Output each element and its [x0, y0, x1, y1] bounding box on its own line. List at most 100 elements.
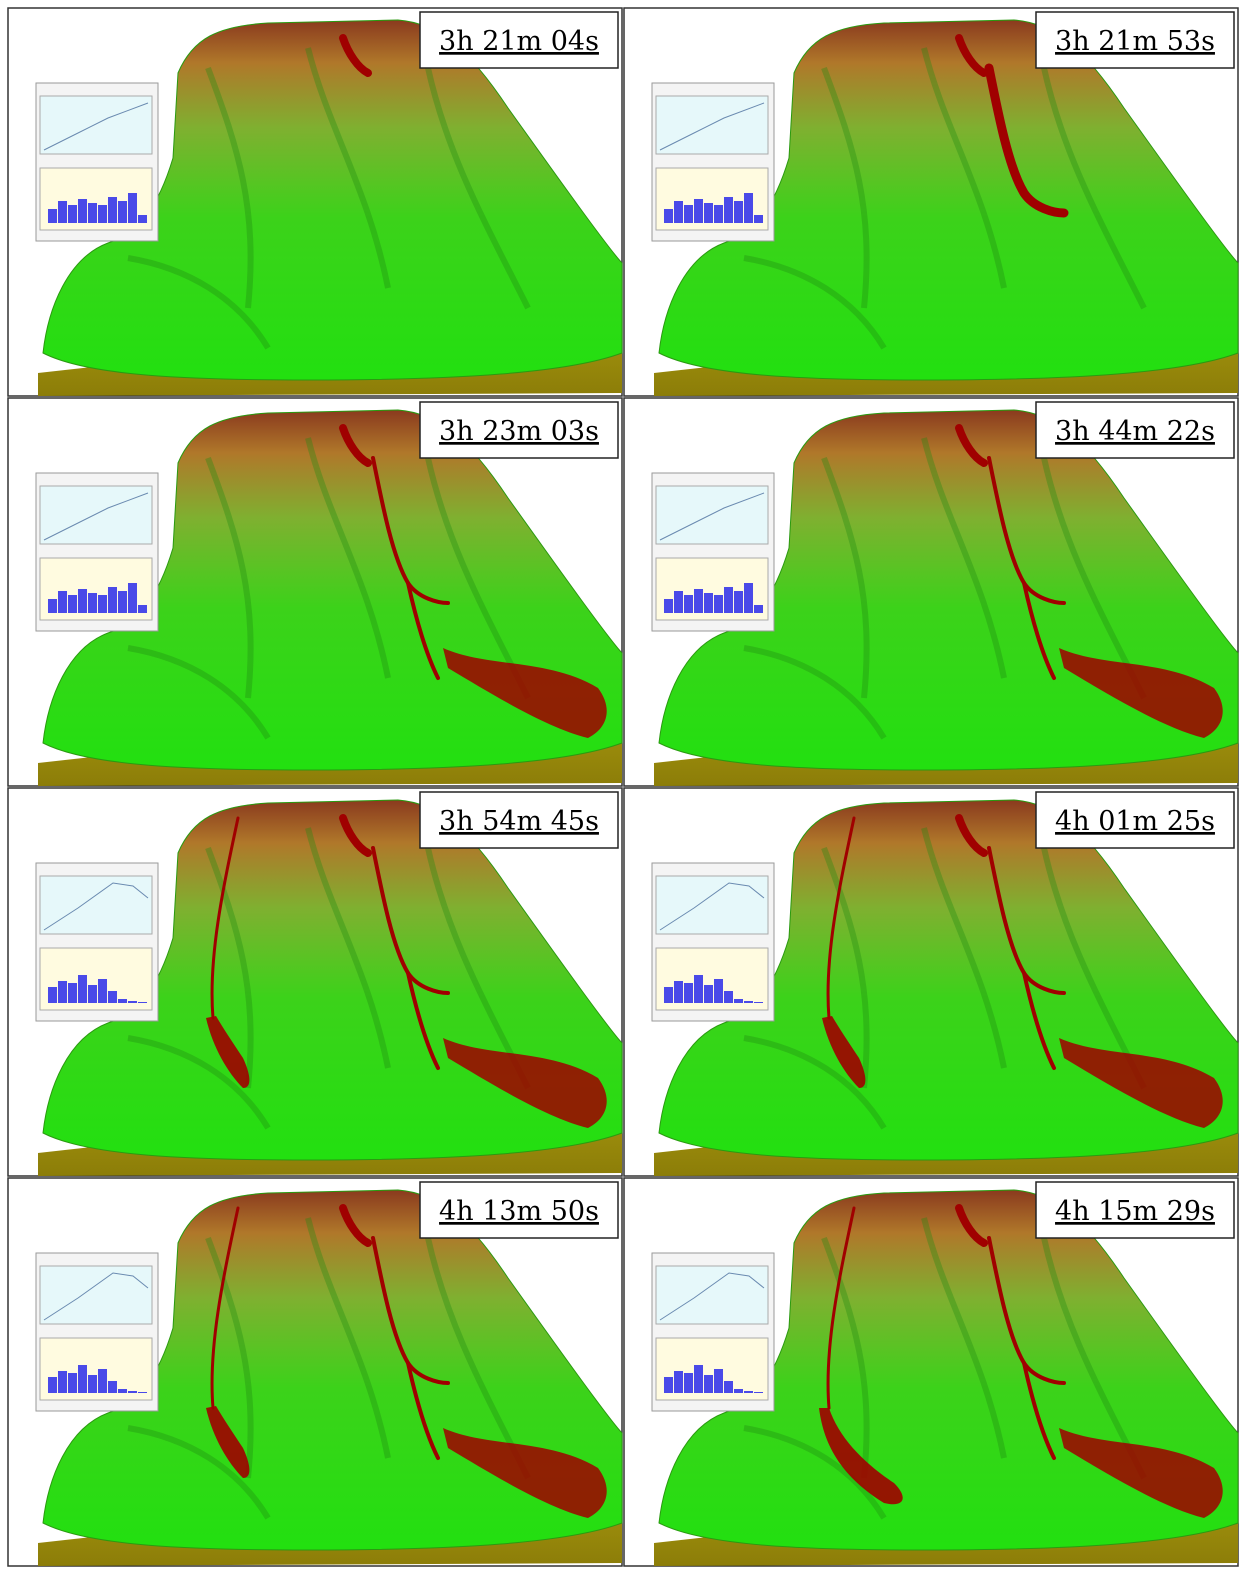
inset-bar	[88, 985, 97, 1003]
inset-bar	[664, 1377, 673, 1393]
inset-line-chart	[656, 486, 768, 544]
inset-bar	[78, 1365, 87, 1393]
inset-bar	[88, 203, 97, 223]
inset-bar	[68, 595, 77, 613]
inset-bar	[98, 979, 107, 1003]
inset-bar	[664, 209, 673, 223]
inset-line-chart	[40, 96, 152, 154]
panel: 3h 21m 04s	[8, 8, 622, 396]
inset-bar	[98, 595, 107, 613]
inset-line-chart	[40, 876, 152, 934]
panel: 3h 44m 22s	[624, 398, 1238, 786]
inset-bar	[58, 591, 67, 613]
inset-bar	[704, 203, 713, 223]
inset-bar	[138, 1392, 147, 1393]
inset-bar	[68, 205, 77, 223]
inset-bar	[108, 991, 117, 1003]
inset-bar	[118, 201, 127, 223]
inset-bar	[714, 1369, 723, 1393]
inset-bar	[694, 589, 703, 613]
inset-bar	[704, 1375, 713, 1393]
panel: 3h 21m 53s	[624, 8, 1238, 396]
inset-bar	[734, 591, 743, 613]
inset-bar	[58, 201, 67, 223]
inset-bar	[78, 589, 87, 613]
inset-bar	[724, 991, 733, 1003]
inset-bar	[128, 583, 137, 613]
inset-bar	[674, 1371, 683, 1393]
inset-bar	[68, 1373, 77, 1393]
inset-bar	[118, 1389, 127, 1393]
time-label: 3h 44m 22s	[1055, 416, 1215, 447]
page: 3h 21m 04s 3h 21m 53s 3h 23m 03s 3h 44m 22s…	[0, 0, 1249, 1582]
inset-line-chart	[656, 96, 768, 154]
inset-bar	[664, 599, 673, 613]
inset-bar	[664, 987, 673, 1003]
time-label: 4h 01m 25s	[1055, 806, 1215, 837]
inset-bar	[744, 583, 753, 613]
inset-bar	[724, 1381, 733, 1393]
inset-bar	[694, 975, 703, 1003]
time-label: 4h 15m 29s	[1055, 1196, 1215, 1227]
time-label: 3h 21m 04s	[439, 26, 599, 57]
inset-bar	[714, 595, 723, 613]
inset-bar	[734, 999, 743, 1003]
inset-bar	[744, 193, 753, 223]
inset-bar	[108, 587, 117, 613]
panel: 4h 01m 25s	[624, 788, 1238, 1176]
inset-bar	[744, 1001, 753, 1003]
inset-bar	[754, 1392, 763, 1393]
inset-bar	[108, 197, 117, 223]
inset-line-chart	[656, 876, 768, 934]
inset-bar	[704, 985, 713, 1003]
inset-bar	[58, 981, 67, 1003]
inset-bar	[674, 591, 683, 613]
inset-bar	[734, 1389, 743, 1393]
inset-line-chart	[40, 486, 152, 544]
inset-bar	[118, 591, 127, 613]
inset-bar	[714, 979, 723, 1003]
inset-bar	[88, 1375, 97, 1393]
inset-bar	[128, 193, 137, 223]
inset-bar	[88, 593, 97, 613]
inset-bar	[684, 983, 693, 1003]
inset-bar	[68, 983, 77, 1003]
inset-bar	[684, 205, 693, 223]
panel: 3h 23m 03s	[8, 398, 622, 786]
inset-bar	[694, 199, 703, 223]
inset-bar	[48, 1377, 57, 1393]
inset-bar	[138, 605, 147, 613]
inset-bar	[704, 593, 713, 613]
inset-bar	[48, 987, 57, 1003]
inset-bar	[98, 1369, 107, 1393]
inset-bar	[48, 599, 57, 613]
inset-bar	[78, 199, 87, 223]
inset-bar	[744, 1391, 753, 1393]
inset-bar	[724, 587, 733, 613]
panel: 4h 15m 29s	[624, 1178, 1238, 1566]
inset-bar	[734, 201, 743, 223]
inset-bar	[128, 1001, 137, 1003]
inset-bar	[684, 595, 693, 613]
panel: 4h 13m 50s	[8, 1178, 622, 1566]
inset-line-chart	[40, 1266, 152, 1324]
inset-bar	[98, 205, 107, 223]
inset-bar	[724, 197, 733, 223]
panel: 3h 54m 45s	[8, 788, 622, 1176]
inset-bar	[754, 605, 763, 613]
time-label: 3h 23m 03s	[439, 416, 599, 447]
inset-bar	[754, 1002, 763, 1003]
time-label: 4h 13m 50s	[439, 1196, 599, 1227]
inset-bar	[78, 975, 87, 1003]
time-label: 3h 21m 53s	[1055, 26, 1215, 57]
inset-bar	[694, 1365, 703, 1393]
inset-bar	[714, 205, 723, 223]
inset-line-chart	[656, 1266, 768, 1324]
inset-bar	[754, 215, 763, 223]
inset-bar	[58, 1371, 67, 1393]
inset-bar	[108, 1381, 117, 1393]
figure: 3h 21m 04s 3h 21m 53s 3h 23m 03s 3h 44m 22s…	[0, 0, 1249, 1582]
inset-bar	[118, 999, 127, 1003]
time-label: 3h 54m 45s	[439, 806, 599, 837]
inset-bar	[128, 1391, 137, 1393]
